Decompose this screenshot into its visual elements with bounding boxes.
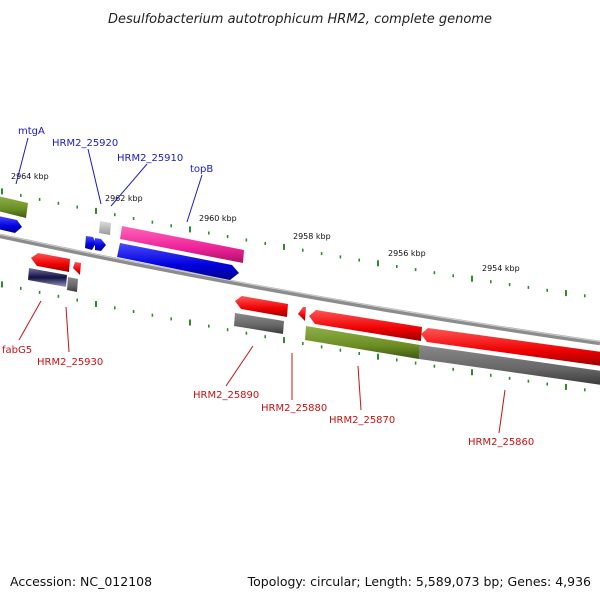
gene-label-HRM2_25880[interactable]: HRM2_25880 — [261, 403, 327, 414]
kbp-label-2956: 2956 kbp — [388, 249, 426, 258]
gene-feature-HRM2_25910[interactable] — [117, 243, 239, 280]
gene-label-HRM2_25890[interactable]: HRM2_25890 — [193, 390, 259, 401]
kbp-label-2962: 2962 kbp — [105, 194, 143, 203]
kbp-label-2954: 2954 kbp — [482, 264, 520, 273]
map-title: Desulfobacterium autotrophicum HRM2, com… — [108, 12, 492, 27]
gene-label-HRM2_25930[interactable]: HRM2_25930 — [37, 357, 103, 368]
gene-feature-HRM2_25890-red[interactable] — [235, 296, 288, 317]
kbp-label-2960: 2960 kbp — [199, 214, 237, 223]
gene-feature-mtgA[interactable] — [0, 196, 28, 218]
ruler-ticks-inner — [1, 281, 586, 392]
gene-feature-fabG5-red[interactable] — [31, 253, 70, 272]
gene-feature-HRM2_25920[interactable] — [99, 221, 111, 235]
gene-label-HRM2_25870[interactable]: HRM2_25870 — [329, 415, 395, 426]
gene-feature-HRM2_25880[interactable] — [298, 307, 306, 321]
gene-label-topB[interactable]: topB — [190, 164, 213, 175]
kbp-label-2964: 2964 kbp — [11, 172, 49, 181]
gene-feature-small-blue-2[interactable] — [95, 238, 106, 251]
ruler-ticks-outer — [1, 188, 586, 298]
gene-feature-small-red[interactable] — [73, 262, 81, 275]
gene-label-HRM2_25920[interactable]: HRM2_25920 — [52, 138, 118, 149]
gene-feature-HRM2_25930[interactable] — [67, 277, 78, 292]
label-leader-HRM2_25920 — [87, 148, 102, 205]
genome-backbone — [0, 233, 600, 346]
gene-label-HRM2_25910[interactable]: HRM2_25910 — [117, 153, 183, 164]
label-leader-topB — [186, 174, 203, 223]
kbp-label-2958: 2958 kbp — [293, 232, 331, 241]
label-leader-HRM2_25910 — [110, 163, 148, 207]
label-leader-HRM2_25930 — [65, 306, 70, 353]
genome-summary-text: Topology: circular; Length: 5,589,073 bp… — [247, 574, 591, 589]
gene-feature-HRM2_25870[interactable] — [305, 326, 420, 359]
gene-feature-small-blue-1[interactable] — [85, 236, 96, 250]
label-leader-fabG5 — [18, 300, 42, 341]
gene-feature-left-edge-blue[interactable] — [0, 216, 22, 233]
gene-label-mtgA[interactable]: mtgA — [18, 126, 45, 137]
accession-text: Accession: NC_012108 — [10, 574, 152, 589]
gene-label-HRM2_25860[interactable]: HRM2_25860 — [468, 437, 534, 448]
gene-feature-topB[interactable] — [120, 226, 244, 263]
label-leader-HRM2_25860 — [498, 389, 506, 434]
label-leader-HRM2_25870 — [357, 365, 362, 411]
gene-feature-HRM2_25860[interactable] — [419, 345, 600, 385]
gene-feature-HRM2_25890[interactable] — [234, 313, 284, 334]
genome-backbone-highlight — [0, 234, 600, 342]
label-leader-mtgA — [15, 137, 29, 185]
gene-feature-HRM2_25860-red[interactable] — [421, 328, 600, 366]
gene-label-fabG5[interactable]: fabG5 — [2, 345, 32, 356]
label-leader-HRM2_25890 — [225, 345, 254, 387]
gene-feature-fabG5[interactable] — [28, 268, 67, 287]
gene-feature-HRM2_25870-red[interactable] — [309, 310, 422, 341]
